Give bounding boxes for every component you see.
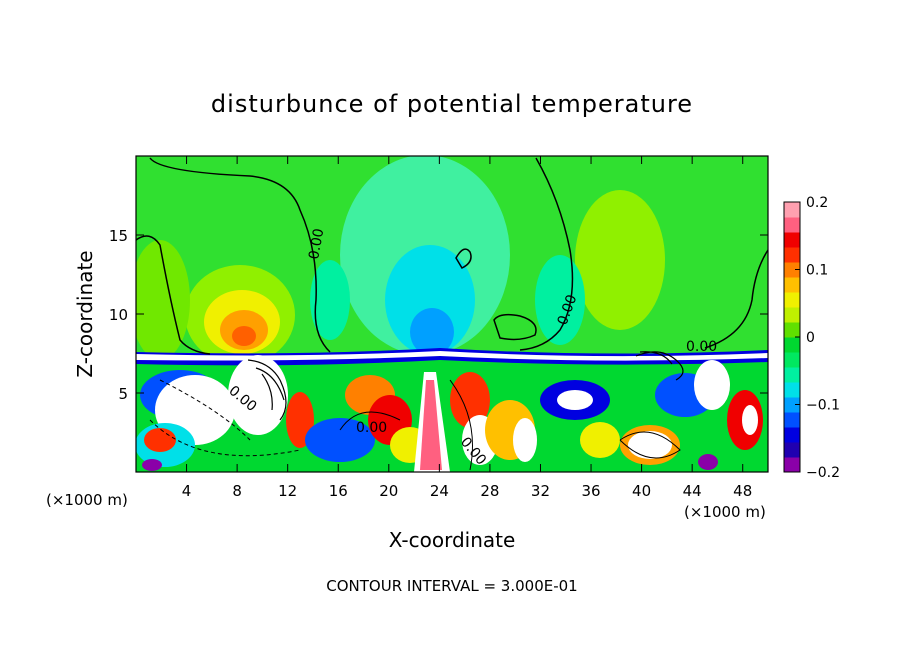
y-axis-label: Z-coordinate <box>73 250 97 377</box>
x-tick-label: 20 <box>379 482 398 500</box>
colorbar-swatch <box>784 412 800 428</box>
colorbar-swatch <box>784 217 800 233</box>
solid-contour <box>339 379 681 471</box>
red-column <box>420 380 442 470</box>
orange-region <box>232 326 256 346</box>
x-tick-label: 36 <box>581 482 600 500</box>
plot-area: 0.00 0.00 0.00 0.00 0.00 0.00 <box>136 156 768 472</box>
tropopause-band <box>136 348 768 366</box>
x-unit-right: (×1000 m) <box>684 503 766 521</box>
lightgreen-region <box>575 190 665 330</box>
red-region <box>144 428 176 452</box>
x-tick-label: 8 <box>232 482 242 500</box>
colorbar-swatch <box>784 427 800 443</box>
colorbar-swatch <box>784 367 800 383</box>
chart-title: disturbunce of potential temperature <box>211 90 693 118</box>
contour-label: 0.00 <box>356 420 387 436</box>
colorbar-tick-label: 0.1 <box>806 263 828 279</box>
colorbar <box>784 202 800 473</box>
x-tick-label: 44 <box>683 482 702 500</box>
x-tick-label: 28 <box>480 482 499 500</box>
colorbar-swatch <box>784 277 800 293</box>
y-tick-label: 10 <box>109 306 128 324</box>
zero-contour <box>149 157 331 353</box>
zero-contour <box>493 313 537 341</box>
colorbar-swatch <box>784 442 800 458</box>
cyan-region <box>310 260 350 340</box>
red-region <box>450 372 490 428</box>
x-tick-label: 4 <box>182 482 192 500</box>
white-region <box>513 418 537 462</box>
blue-region <box>410 308 454 356</box>
x-axis: 4 8 12 16 20 24 28 32 36 40 44 48 <box>182 156 752 500</box>
colorbar-swatch <box>784 337 800 353</box>
dense-contour <box>635 351 684 381</box>
dashed-contour <box>149 379 301 457</box>
white-region <box>628 431 672 459</box>
colorbar-swatch <box>784 292 800 308</box>
purple-region <box>698 454 718 470</box>
colorbar-tick-label: 0 <box>806 330 815 346</box>
colorbar-tick-label: −0.2 <box>806 465 840 481</box>
colorbar-swatch <box>784 352 800 368</box>
x-tick-label: 16 <box>329 482 348 500</box>
tropopause-white <box>136 351 768 361</box>
colorbar-swatch <box>784 262 800 278</box>
x-tick-label: 12 <box>278 482 297 500</box>
y-axis: 5 10 15 <box>109 227 768 403</box>
white-region <box>742 405 758 435</box>
dense-contour <box>247 359 287 421</box>
colorbar-swatch <box>784 232 800 248</box>
colorbar-swatch <box>784 382 800 398</box>
white-region <box>694 360 730 410</box>
zero-contour <box>704 249 768 349</box>
x-axis-label: X-coordinate <box>389 528 516 552</box>
zero-contour <box>136 235 211 355</box>
colorbar-swatch <box>784 397 800 413</box>
x-tick-label: 40 <box>632 482 651 500</box>
colorbar-swatch <box>784 457 800 473</box>
zero-contour <box>455 248 472 269</box>
contour-label: 0.00 <box>686 339 717 355</box>
colorbar-ticks: −0.2 −0.1 0 0.1 0.2 <box>795 195 840 481</box>
colorbar-swatch <box>784 322 800 338</box>
x-unit-left: (×1000 m) <box>46 491 128 509</box>
colorbar-tick-label: −0.1 <box>806 398 840 414</box>
x-tick-label: 48 <box>733 482 752 500</box>
white-region <box>228 355 288 435</box>
y-tick-label: 15 <box>109 227 128 245</box>
blue-region <box>305 418 375 462</box>
colorbar-swatch <box>784 202 800 218</box>
colorbar-swatch <box>784 247 800 263</box>
colorbar-swatch <box>784 307 800 323</box>
white-region <box>557 390 593 410</box>
zero-contour <box>519 157 574 351</box>
x-tick-label: 24 <box>430 482 449 500</box>
contour-interval-footer: CONTOUR INTERVAL = 3.000E-01 <box>326 577 577 595</box>
x-tick-label: 32 <box>531 482 550 500</box>
yellow-region <box>580 422 620 458</box>
contour-label: 0.00 <box>306 227 327 260</box>
colorbar-tick-label: 0.2 <box>806 195 828 211</box>
y-tick-label: 5 <box>118 385 128 403</box>
purple-region <box>142 459 162 471</box>
lightgreen-region <box>136 240 190 360</box>
